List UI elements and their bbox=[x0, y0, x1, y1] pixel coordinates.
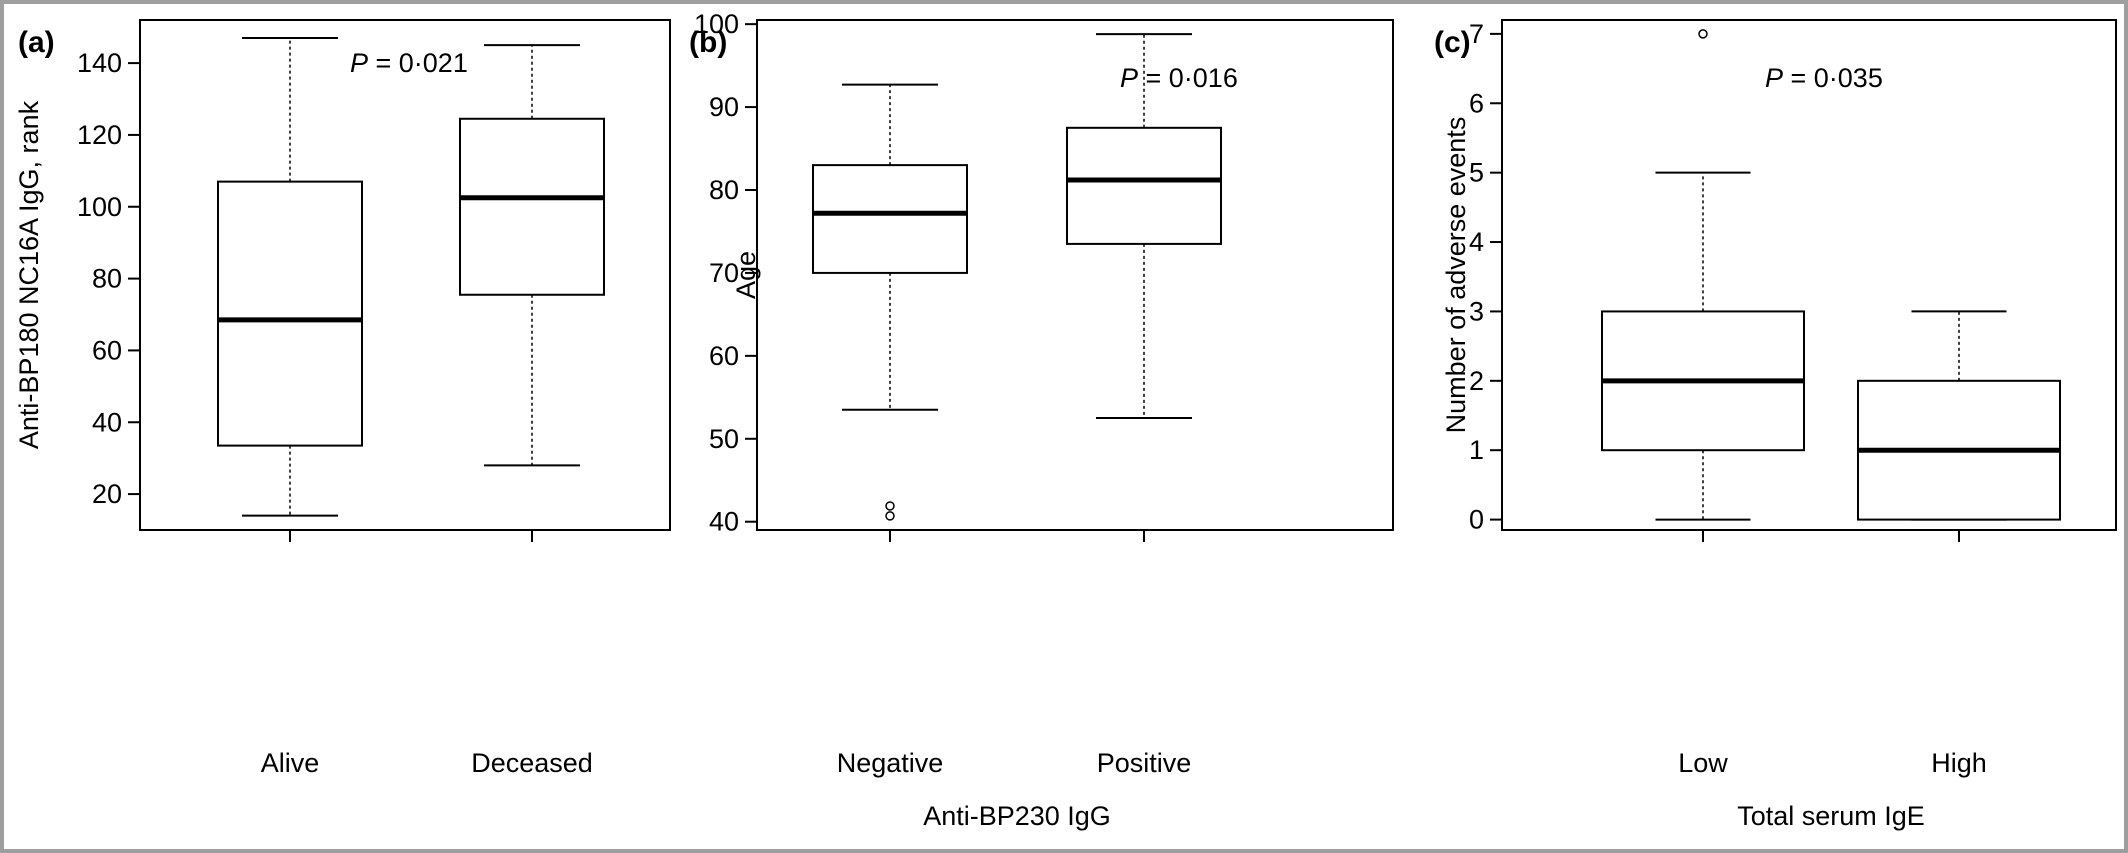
y-tick-label: 80 bbox=[709, 175, 739, 205]
x-tick-label: Positive bbox=[1097, 748, 1192, 778]
y-tick-label: 50 bbox=[709, 424, 739, 454]
iqr-box bbox=[217, 180, 363, 447]
p-value-label: P bbox=[350, 48, 368, 78]
iqr-box bbox=[812, 164, 968, 274]
y-axis-title: Number of adverse events bbox=[1441, 117, 1471, 434]
y-tick-label: 4 bbox=[1469, 227, 1484, 257]
outlier-point bbox=[1698, 29, 1708, 39]
y-tick-label: 100 bbox=[77, 192, 122, 222]
outlier-point bbox=[885, 501, 895, 511]
iqr-box bbox=[1066, 126, 1222, 245]
y-tick-label: 70 bbox=[709, 258, 739, 288]
panel-label: (a) bbox=[18, 26, 55, 59]
y-tick-label: 60 bbox=[92, 335, 122, 365]
y-tick-label: 2 bbox=[1469, 366, 1484, 396]
iqr-box bbox=[459, 117, 605, 296]
x-tick-label: Alive bbox=[261, 748, 320, 778]
y-tick-label: 7 bbox=[1469, 19, 1484, 49]
y-axis-title: Age bbox=[731, 251, 761, 299]
y-tick-label: 120 bbox=[77, 120, 122, 150]
y-tick-label: 5 bbox=[1469, 158, 1484, 188]
x-axis-title: Anti-BP230 IgG bbox=[923, 801, 1111, 831]
x-axis-title: Total serum IgE bbox=[1737, 801, 1925, 831]
y-tick-label: 20 bbox=[92, 479, 122, 509]
y-tick-label: 0 bbox=[1469, 505, 1484, 535]
y-tick-label: 140 bbox=[77, 48, 122, 78]
p-value-number: = 0·021 bbox=[368, 48, 468, 78]
y-tick-label: 3 bbox=[1469, 296, 1484, 326]
p-value-number: = 0·016 bbox=[1138, 63, 1238, 93]
p-value-annotation: P = 0·021 bbox=[350, 48, 468, 78]
outlier-point bbox=[885, 511, 895, 521]
p-value-label: P bbox=[1120, 63, 1138, 93]
y-tick-label: 100 bbox=[694, 9, 739, 39]
y-tick-label: 60 bbox=[709, 341, 739, 371]
y-tick-label: 40 bbox=[92, 407, 122, 437]
p-value-number: = 0·035 bbox=[1783, 63, 1883, 93]
x-tick-label: Low bbox=[1678, 748, 1728, 778]
y-tick-label: 90 bbox=[709, 92, 739, 122]
y-tick-label: 6 bbox=[1469, 88, 1484, 118]
p-value-label: P bbox=[1765, 63, 1783, 93]
p-value-annotation: P = 0·016 bbox=[1120, 63, 1238, 93]
x-tick-label: Negative bbox=[837, 748, 944, 778]
x-tick-label: Deceased bbox=[471, 748, 593, 778]
plot-frame bbox=[756, 19, 1394, 531]
y-axis-title: Anti-BP180 NC16A IgG, rank bbox=[14, 100, 44, 449]
y-tick-label: 80 bbox=[92, 264, 122, 294]
y-tick-label: 40 bbox=[709, 507, 739, 537]
plot-frame bbox=[139, 19, 671, 531]
y-tick-label: 1 bbox=[1469, 435, 1484, 465]
p-value-annotation: P = 0·035 bbox=[1765, 63, 1883, 93]
x-tick-label: High bbox=[1931, 748, 1987, 778]
panel-label: (c) bbox=[1434, 26, 1471, 59]
plot-frame bbox=[1501, 19, 2117, 531]
panel-label: (b) bbox=[689, 26, 727, 59]
